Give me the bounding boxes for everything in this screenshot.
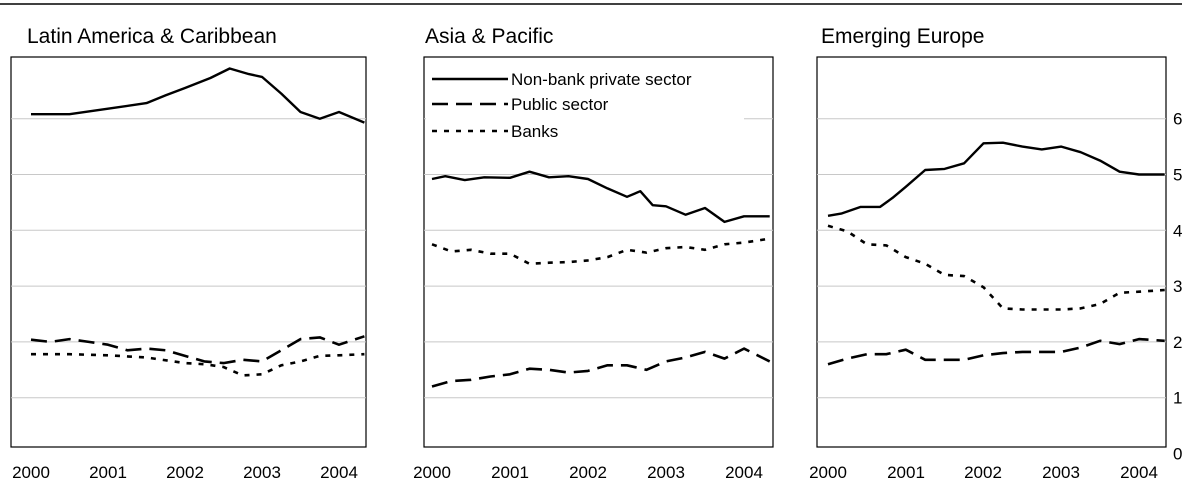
series-lines: [827, 141, 1165, 366]
series-line-long-dash: [30, 335, 365, 365]
y-tick-label: 10: [1173, 389, 1182, 408]
y-tick-label: 30: [1173, 277, 1182, 296]
y-tick-label: 20: [1173, 333, 1182, 352]
panel-emerging-europe: Emerging Europe 2000 2001 2002 2003 2004…: [809, 25, 1182, 482]
series-lines: [431, 170, 771, 388]
x-tick-label: 2000: [12, 463, 50, 482]
gridlines: [817, 118, 1166, 399]
x-tick-label: 2004: [725, 463, 763, 482]
x-tick-label: 2000: [413, 463, 451, 482]
x-tick-label: 2002: [569, 463, 607, 482]
legend-label: Public sector: [511, 95, 609, 114]
series-line-long-dash: [827, 337, 1165, 366]
y-tick-label: 60: [1173, 110, 1182, 129]
gridlines: [11, 118, 366, 399]
y-tick-label: 40: [1173, 221, 1182, 240]
panel-title: Latin America & Caribbean: [27, 25, 277, 48]
plot-frame: [10, 56, 367, 448]
x-tick-label: 2003: [243, 463, 281, 482]
x-tick-label: 2002: [166, 463, 204, 482]
x-axis: 2000 2001 2002 2003 2004: [809, 463, 1158, 482]
panel-asia-pacific: Asia & Pacific Non-bank private sector P…: [413, 25, 774, 482]
legend-label: Banks: [511, 122, 558, 141]
series-line-solid: [827, 141, 1165, 217]
panel-title: Emerging Europe: [821, 25, 984, 48]
legend-box: [426, 59, 744, 147]
x-tick-label: 2001: [89, 463, 127, 482]
x-axis: 2000 2001 2002 2003 2004: [413, 463, 763, 482]
x-tick-label: 2002: [964, 463, 1002, 482]
panel-latin-america: Latin America & Caribbean 2000 2001 2002…: [10, 25, 367, 482]
x-tick-label: 2001: [491, 463, 529, 482]
series-line-solid: [431, 170, 770, 224]
series-line-solid: [31, 67, 365, 124]
panel-title: Asia & Pacific: [425, 25, 553, 48]
x-axis: 2000 2001 2002 2003 2004: [12, 463, 358, 482]
plot-frame: [423, 56, 774, 448]
x-tick-label: 2003: [1042, 463, 1080, 482]
legend-label: Non-bank private sector: [511, 70, 692, 89]
x-tick-label: 2004: [1120, 463, 1158, 482]
y-tick-label: 50: [1173, 166, 1182, 185]
x-tick-label: 2001: [887, 463, 925, 482]
series-line-dotted: [31, 352, 365, 377]
x-tick-label: 2000: [809, 463, 847, 482]
legend: Non-bank private sector Public sector Ba…: [426, 59, 744, 147]
y-tick-label: 0: [1173, 445, 1182, 464]
x-tick-label: 2003: [647, 463, 685, 482]
series-lines: [30, 67, 365, 377]
plot-frame: [816, 56, 1167, 448]
series-line-dotted: [827, 224, 1165, 311]
x-tick-label: 2004: [320, 463, 358, 482]
y-axis: 0 10 20 30 40 50 60: [1173, 110, 1182, 464]
series-line-long-dash: [431, 347, 771, 388]
series-line-dotted: [431, 237, 770, 266]
